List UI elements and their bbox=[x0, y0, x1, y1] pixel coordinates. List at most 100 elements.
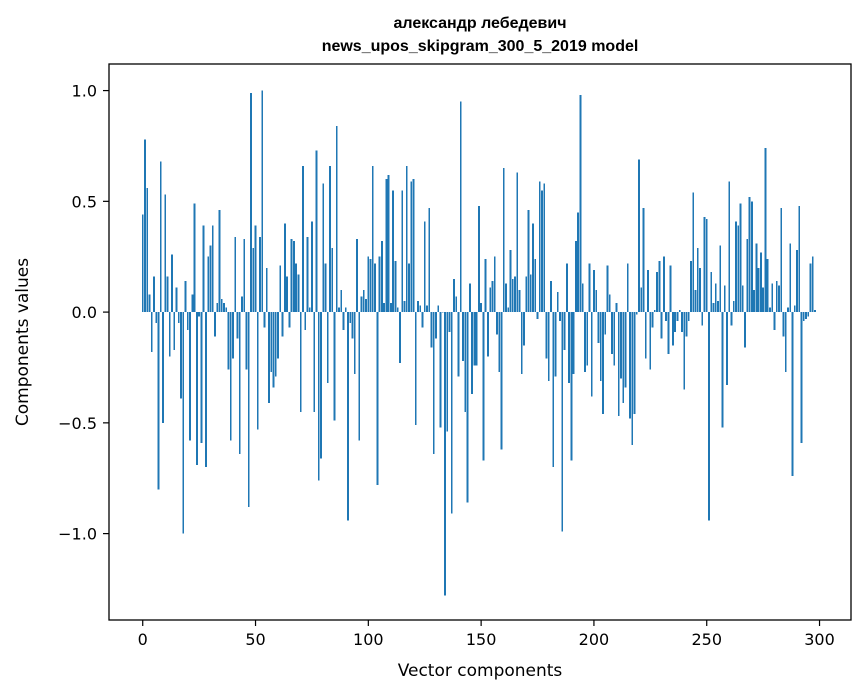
bar-176 bbox=[538, 181, 541, 313]
bar-193 bbox=[577, 212, 580, 313]
bar-128 bbox=[430, 312, 433, 348]
bar-223 bbox=[644, 312, 647, 359]
bar-199 bbox=[590, 312, 593, 397]
bar-273 bbox=[757, 267, 760, 313]
bar-197 bbox=[586, 312, 589, 366]
bar-185 bbox=[559, 312, 561, 321]
bar-233 bbox=[667, 312, 670, 355]
y-axis-label: Components values bbox=[13, 258, 33, 426]
bar-148 bbox=[475, 312, 478, 366]
bar-194 bbox=[579, 95, 582, 313]
chart-subtitle: news_upos_skipgram_300_5_2019 model bbox=[322, 38, 639, 55]
bar-62 bbox=[281, 312, 284, 337]
bar-115 bbox=[401, 190, 404, 313]
bar-21 bbox=[189, 312, 191, 441]
bar-11 bbox=[166, 276, 169, 313]
bar-186 bbox=[561, 312, 564, 532]
bar-145 bbox=[468, 283, 471, 313]
bar-92 bbox=[349, 312, 352, 324]
bar-279 bbox=[771, 283, 774, 313]
bar-201 bbox=[595, 289, 598, 313]
bar-159 bbox=[500, 312, 503, 450]
bar-236 bbox=[674, 312, 677, 333]
x-tick-label: 100 bbox=[353, 630, 384, 649]
y-axis: −1.0 −0.5 0.0 0.5 1.0 bbox=[58, 82, 109, 544]
bar-227 bbox=[653, 309, 656, 313]
bar-52 bbox=[259, 236, 261, 313]
bar-144 bbox=[466, 312, 469, 503]
bar-284 bbox=[782, 312, 785, 337]
bar-37 bbox=[225, 307, 228, 313]
bar-95 bbox=[356, 239, 358, 313]
bar-23 bbox=[193, 203, 196, 313]
bar-191 bbox=[572, 312, 575, 375]
bar-64 bbox=[286, 276, 289, 313]
bar-41 bbox=[234, 236, 237, 313]
bar-131 bbox=[437, 305, 440, 313]
bar-216 bbox=[629, 312, 631, 419]
bar-31 bbox=[211, 225, 214, 313]
y-tick-label: −0.5 bbox=[58, 414, 97, 433]
bar-281 bbox=[775, 281, 778, 313]
bar-139 bbox=[455, 296, 458, 313]
bar-164 bbox=[511, 278, 514, 313]
bar-109 bbox=[387, 174, 390, 313]
bar-158 bbox=[498, 312, 501, 372]
bar-219 bbox=[635, 312, 638, 315]
bar-97 bbox=[360, 296, 363, 313]
bar-71 bbox=[302, 165, 304, 313]
bar-123 bbox=[419, 305, 422, 313]
bar-253 bbox=[712, 303, 715, 313]
bar-265 bbox=[739, 203, 742, 313]
bar-26 bbox=[200, 312, 203, 443]
bar-153 bbox=[486, 312, 489, 357]
bar-251 bbox=[708, 312, 710, 521]
bar-247 bbox=[699, 267, 701, 313]
bar-96 bbox=[358, 312, 361, 441]
bar-242 bbox=[687, 312, 690, 321]
bar-110 bbox=[389, 303, 392, 313]
bar-165 bbox=[514, 276, 516, 313]
bar-7 bbox=[157, 312, 160, 490]
bar-204 bbox=[602, 312, 604, 414]
bar-34 bbox=[218, 210, 221, 313]
bar-254 bbox=[714, 283, 717, 313]
bar-278 bbox=[768, 307, 771, 313]
bar-78 bbox=[317, 312, 320, 481]
bar-271 bbox=[753, 289, 755, 313]
bar-221 bbox=[640, 287, 643, 313]
bar-179 bbox=[545, 312, 548, 359]
bar-105 bbox=[378, 256, 381, 313]
bar-172 bbox=[529, 274, 532, 313]
bar-111 bbox=[392, 190, 395, 313]
bar-276 bbox=[764, 148, 767, 313]
bar-202 bbox=[597, 312, 600, 344]
bar-225 bbox=[649, 312, 652, 370]
bar-32 bbox=[214, 312, 216, 337]
bar-261 bbox=[730, 312, 733, 326]
y-tick-label: 0.0 bbox=[72, 303, 97, 322]
bar-235 bbox=[671, 312, 674, 346]
bar-85 bbox=[333, 312, 336, 421]
bar-138 bbox=[453, 278, 455, 313]
bar-98 bbox=[362, 289, 365, 313]
bar-17 bbox=[180, 312, 182, 399]
bar-12 bbox=[168, 312, 171, 357]
bar-13 bbox=[171, 254, 173, 313]
bar-160 bbox=[502, 168, 505, 313]
bar-298 bbox=[814, 309, 816, 313]
bar-192 bbox=[574, 241, 577, 313]
bar-173 bbox=[532, 223, 534, 313]
bar-190 bbox=[570, 312, 573, 461]
bar-117 bbox=[405, 165, 408, 313]
bar-262 bbox=[732, 301, 735, 313]
bar-239 bbox=[681, 312, 683, 333]
bar-250 bbox=[705, 219, 708, 313]
bar-10 bbox=[164, 194, 167, 313]
bar-166 bbox=[516, 172, 519, 313]
bar-170 bbox=[525, 276, 528, 313]
bar-182 bbox=[552, 312, 555, 468]
y-tick-label: 1.0 bbox=[72, 82, 97, 101]
bar-237 bbox=[676, 312, 679, 321]
bar-151 bbox=[482, 312, 485, 461]
